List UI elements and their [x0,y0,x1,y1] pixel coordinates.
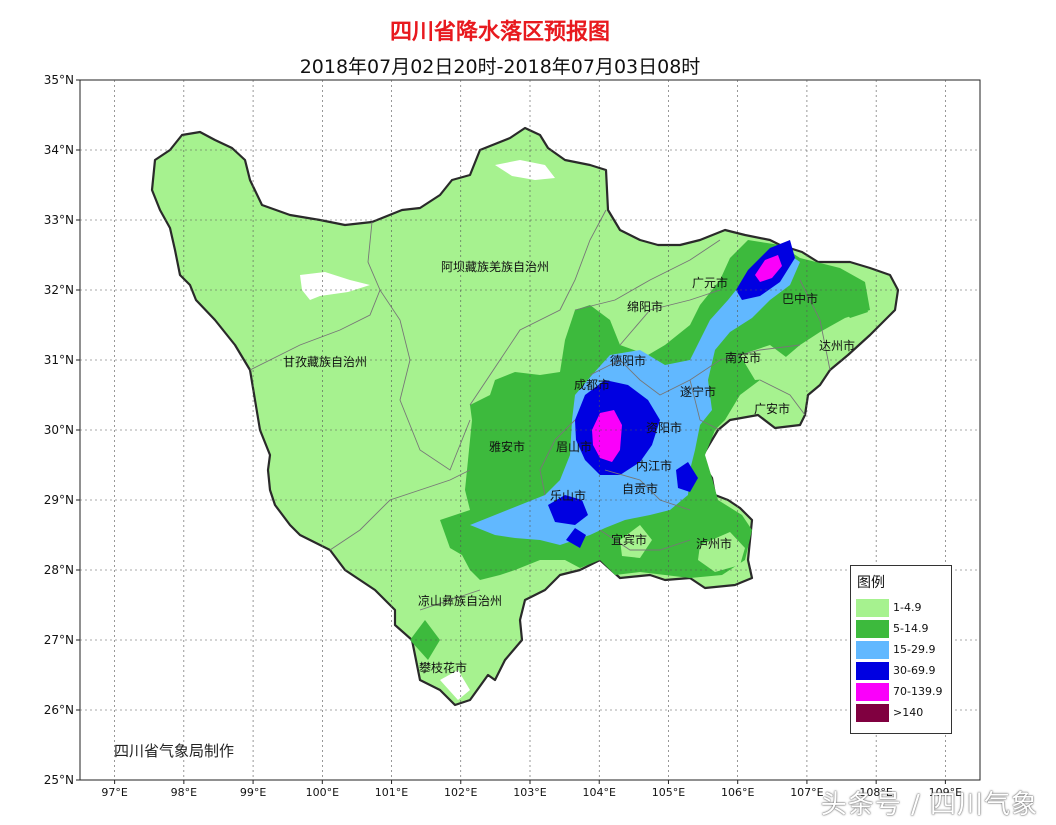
legend-label: 15-29.9 [893,643,936,656]
region-label-liangshan: 凉山彝族自治州 [418,593,502,608]
legend-item: 1-4.9 [856,599,948,619]
lat-tick-label: 30°N [44,423,74,437]
lat-tick-label: 34°N [44,143,74,157]
no-rain-patch [495,160,555,180]
region-label-ganzi: 甘孜藏族自治州 [283,355,367,369]
legend-swatch [856,704,889,722]
region-label-deyang: 德阳市 [610,353,646,368]
region-label-neijiang: 内江市 [636,458,672,473]
lon-tick-label: 104°E [583,786,616,799]
watermark: 头条号 / 四川气象 [820,790,1038,820]
region-label-dazhou: 达州市 [819,338,855,353]
light-rain-patch [740,345,790,380]
region-label-suining: 遂宁市 [680,384,716,399]
lon-tick-label: 105°E [652,786,685,799]
region-label-guangyuan: 广元市 [692,275,728,290]
lon-tick-label: 99°E [240,786,266,799]
legend-item: >140 [856,704,948,724]
legend-item: 30-69.9 [856,662,948,682]
credit-text: 四川省气象局制作 [114,742,235,760]
legend-item: 5-14.9 [856,620,948,640]
region-label-meishan: 眉山市 [556,439,592,454]
lon-tick-label: 103°E [513,786,546,799]
legend-swatch [856,662,889,680]
lon-tick-label: 101°E [375,786,408,799]
rain-band-30-69 [676,462,698,492]
region-label-panzhihua: 攀枝花市 [419,660,467,675]
legend-title: 图例 [857,575,885,591]
lat-tick-label: 33°N [44,213,74,227]
legend-label: >140 [893,706,924,719]
lon-tick-label: 107°E [790,786,823,799]
lon-tick-label: 108°E [859,786,892,799]
region-label-leshan: 乐山市 [550,488,586,503]
axis-labels: 35°N 34°N 33°N 32°N 31°N 30°N 29°N 28°N 27°N 26°N… [44,73,962,799]
lon-tick-label: 98°E [171,786,197,799]
light-rain-patch [698,532,745,572]
rain-band-30-69 [548,495,588,525]
legend-label: 5-14.9 [893,622,929,635]
region-label-mianyang: 绵阳市 [627,299,663,314]
legend-swatch [856,683,889,701]
lon-tick-label: 102°E [444,786,477,799]
region-label-guangan: 广安市 [754,401,790,416]
rain-band-70-139 [592,410,622,462]
legend-swatch [856,599,889,617]
legend-label: 70-139.9 [893,685,943,698]
region-label-bazhong: 巴中市 [782,291,818,306]
lat-tick-label: 26°N [44,703,74,717]
region-label-yibin: 宜宾市 [611,532,647,547]
legend-item: 70-139.9 [856,683,948,703]
lon-tick-label: 97°E [101,786,127,799]
rain-band-5-14 [840,290,868,318]
legend-swatch [856,641,889,659]
lat-tick-label: 35°N [44,73,74,87]
region-label-chengdu: 成都市 [574,377,610,392]
lon-tick-label: 106°E [721,786,754,799]
legend-swatch [856,620,889,638]
region-label-yaan: 雅安市 [489,439,525,454]
lat-tick-label: 28°N [44,563,74,577]
rain-band-70-139 [755,255,782,282]
region-label-luzhou: 泸州市 [696,536,732,551]
map-subtitle: 2018年07月02日20时-2018年07月03日08时 [299,56,701,78]
lat-lon-grid [80,80,980,780]
rain-band-30-69 [566,528,586,548]
region-label-nanchong: 南充市 [725,350,761,365]
lon-tick-label: 109°E [929,786,962,799]
region-label-aba: 阿坝藏族羌族自治州 [441,260,549,274]
legend-item: 15-29.9 [856,641,948,661]
lon-tick-label: 100°E [306,786,339,799]
map-title: 四川省降水落区预报图 [389,20,610,45]
region-label-ziyang: 资阳市 [646,420,682,435]
lat-tick-label: 32°N [44,283,74,297]
legend-label: 1-4.9 [893,601,922,614]
region-label-zigong: 自贡市 [622,481,658,496]
no-rain-patch [300,272,370,300]
lat-tick-label: 27°N [44,633,74,647]
legend: 图例 1-4.9 5-14.9 15-29.9 30-69.9 70-139.9 >140 [850,565,952,734]
no-rain-patch [440,670,470,700]
lat-tick-label: 29°N [44,493,74,507]
lat-tick-label: 31°N [44,353,74,367]
lat-tick-label: 25°N [44,773,74,787]
legend-label: 30-69.9 [893,664,936,677]
